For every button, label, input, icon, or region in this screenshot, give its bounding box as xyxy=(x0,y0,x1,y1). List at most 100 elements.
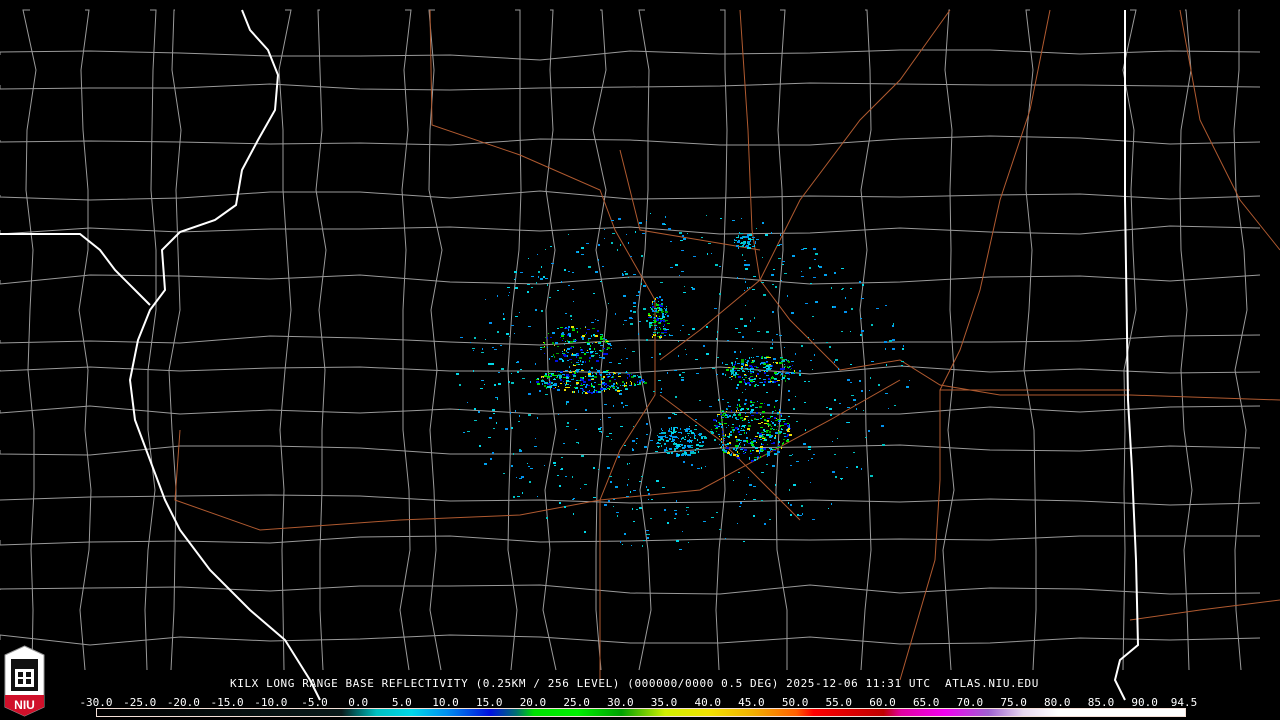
echo-pixel xyxy=(618,456,620,458)
echo-pixel xyxy=(736,419,739,420)
echo-pixel xyxy=(801,505,803,507)
echo-pixel xyxy=(549,297,551,298)
echo-pixel xyxy=(623,406,624,408)
echo-pixel xyxy=(743,541,745,542)
echo-pixel xyxy=(745,243,746,244)
echo-pixel xyxy=(810,360,812,361)
echo-pixel xyxy=(764,403,765,404)
echo-pixel xyxy=(602,357,605,359)
echo-pixel xyxy=(745,236,748,238)
echo-pixel xyxy=(602,335,603,337)
echo-pixel xyxy=(706,326,708,328)
echo-pixel xyxy=(544,346,545,347)
echo-pixel xyxy=(492,452,494,454)
echo-pixel xyxy=(629,317,632,319)
echo-pixel xyxy=(554,383,557,385)
echo-pixel xyxy=(856,466,858,468)
echo-pixel xyxy=(892,339,895,341)
echo-pixel xyxy=(646,486,647,488)
echo-pixel xyxy=(663,432,666,434)
echo-pixel xyxy=(726,427,727,428)
echo-pixel xyxy=(588,375,591,376)
echo-pixel xyxy=(605,339,607,340)
echo-pixel xyxy=(549,381,550,382)
echo-pixel xyxy=(742,245,744,247)
echo-pixel xyxy=(545,278,548,279)
echo-pixel xyxy=(591,379,594,380)
echo-pixel xyxy=(674,448,676,449)
echo-pixel xyxy=(661,300,662,301)
echo-pixel xyxy=(571,379,574,380)
echo-pixel xyxy=(801,276,804,277)
echo-pixel xyxy=(719,293,721,295)
echo-pixel xyxy=(576,353,578,354)
echo-pixel xyxy=(561,335,564,337)
echo-pixel xyxy=(743,241,744,242)
echo-pixel xyxy=(607,467,610,469)
echo-pixel xyxy=(720,218,722,219)
echo-pixel xyxy=(626,405,628,406)
echo-pixel xyxy=(740,409,741,411)
echo-pixel xyxy=(676,500,677,502)
echo-pixel xyxy=(752,360,755,362)
echo-pixel xyxy=(548,373,551,374)
echo-pixel xyxy=(730,455,732,456)
echo-pixel xyxy=(560,372,562,373)
echo-pixel xyxy=(683,292,686,293)
echo-pixel xyxy=(793,408,795,410)
echo-pixel xyxy=(650,213,651,214)
echo-pixel xyxy=(774,372,777,374)
echo-pixel xyxy=(669,429,670,430)
echo-pixel xyxy=(725,444,727,445)
echo-pixel xyxy=(697,439,698,441)
echo-pixel xyxy=(740,430,743,431)
echo-pixel xyxy=(885,393,888,394)
echo-pixel xyxy=(737,451,738,453)
echo-pixel xyxy=(790,369,791,370)
echo-pixel xyxy=(664,443,665,445)
echo-pixel xyxy=(655,298,656,300)
echo-pixel xyxy=(787,428,790,430)
echo-pixel xyxy=(691,440,693,441)
echo-pixel xyxy=(742,377,743,378)
echo-pixel xyxy=(687,433,690,434)
echo-pixel xyxy=(661,311,663,313)
echo-pixel xyxy=(720,414,722,415)
echo-pixel xyxy=(670,267,673,268)
echo-pixel xyxy=(459,409,460,410)
echo-pixel xyxy=(778,433,781,434)
echo-pixel xyxy=(812,316,814,317)
echo-pixel xyxy=(681,444,683,446)
echo-pixel xyxy=(789,489,790,491)
echo-pixel xyxy=(670,436,672,437)
echo-pixel xyxy=(544,385,546,387)
echo-pixel xyxy=(829,408,832,410)
echo-pixel xyxy=(719,529,721,530)
echo-pixel xyxy=(781,425,784,426)
county-line xyxy=(507,9,522,671)
echo-pixel xyxy=(744,403,745,405)
echo-pixel xyxy=(575,370,576,371)
echo-pixel xyxy=(600,388,603,390)
echo-pixel xyxy=(585,376,586,377)
echo-pixel xyxy=(699,445,701,447)
echo-pixel xyxy=(564,389,566,391)
echo-pixel xyxy=(528,393,531,395)
echo-pixel xyxy=(773,358,776,360)
highway-line xyxy=(659,394,801,521)
echo-pixel xyxy=(737,363,740,364)
echo-pixel xyxy=(755,407,758,408)
echo-pixel xyxy=(473,350,474,351)
echo-pixel xyxy=(570,347,572,349)
echo-pixel xyxy=(639,507,642,509)
echo-pixel xyxy=(586,243,589,244)
echo-pixel xyxy=(627,377,628,379)
echo-pixel xyxy=(784,436,787,437)
echo-pixel xyxy=(678,432,680,433)
echo-pixel xyxy=(741,359,744,361)
echo-pixel xyxy=(824,274,827,276)
echo-pixel xyxy=(730,370,733,372)
echo-pixel xyxy=(662,314,664,316)
highway-line xyxy=(619,149,761,251)
echo-pixel xyxy=(682,372,685,373)
